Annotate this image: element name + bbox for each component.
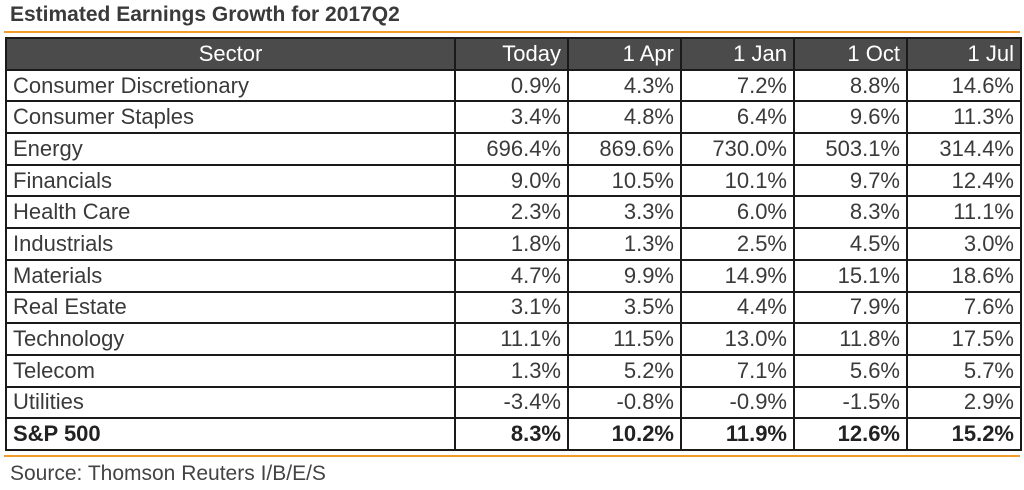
table-row-total: S&P 500 8.3% 10.2% 11.9% 12.6% 15.2% <box>5 417 1022 451</box>
growth-value-cell: 12.6% <box>793 417 908 451</box>
sector-name-cell: Health Care <box>5 195 456 230</box>
table-row: Energy 696.4% 869.6% 730.0% 503.1% 314.4% <box>5 132 1022 166</box>
growth-value-cell: 11.5% <box>567 322 682 356</box>
footer-divider <box>4 455 1020 457</box>
growth-value-cell: 2.3% <box>454 195 569 230</box>
growth-value-cell: 6.4% <box>680 100 795 135</box>
earnings-growth-table: Sector Today 1 Apr 1 Jan 1 Oct 1 Jul Con… <box>5 37 1022 451</box>
growth-value-cell: 9.7% <box>793 163 908 198</box>
growth-value-cell: 14.6% <box>906 68 1022 103</box>
sector-name-cell: Energy <box>5 132 456 166</box>
table-row: Technology 11.1% 11.5% 13.0% 11.8% 17.5% <box>5 322 1022 356</box>
table-row: Financials 9.0% 10.5% 10.1% 9.7% 12.4% <box>5 163 1022 198</box>
growth-value-cell: 9.0% <box>454 163 569 198</box>
growth-value-cell: 11.1% <box>454 322 569 356</box>
growth-value-cell: 314.4% <box>906 132 1022 166</box>
growth-value-cell: 1.3% <box>454 353 569 388</box>
table-row: Industrials 1.8% 1.3% 2.5% 4.5% 3.0% <box>5 227 1022 261</box>
growth-value-cell: 4.7% <box>454 258 569 293</box>
growth-value-cell: 5.2% <box>567 353 682 388</box>
table-row: Consumer Discretionary 0.9% 4.3% 7.2% 8.8% 14… <box>5 68 1022 103</box>
growth-value-cell: 14.9% <box>680 258 795 293</box>
growth-value-cell: 730.0% <box>680 132 795 166</box>
sector-name-cell: Materials <box>5 258 456 293</box>
table-row: Telecom 1.3% 5.2% 7.1% 5.6% 5.7% <box>5 353 1022 388</box>
growth-value-cell: 869.6% <box>567 132 682 166</box>
growth-value-cell: 10.2% <box>567 417 682 451</box>
table-row: Materials 4.7% 9.9% 14.9% 15.1% 18.6% <box>5 258 1022 293</box>
source-note: Source: Thomson Reuters I/B/E/S <box>10 462 326 485</box>
growth-value-cell: 15.2% <box>906 417 1022 451</box>
growth-value-cell: 11.1% <box>906 195 1022 230</box>
growth-value-cell: 2.5% <box>680 227 795 261</box>
sector-name-cell: Financials <box>5 163 456 198</box>
sector-name-cell: Consumer Staples <box>5 100 456 135</box>
growth-value-cell: 1.3% <box>567 227 682 261</box>
title-divider <box>4 31 1020 33</box>
sector-name-cell: Telecom <box>5 353 456 388</box>
growth-value-cell: -3.4% <box>454 385 569 420</box>
growth-value-cell: 8.3% <box>793 195 908 230</box>
growth-value-cell: 7.1% <box>680 353 795 388</box>
growth-value-cell: 3.1% <box>454 290 569 325</box>
page-title: Estimated Earnings Growth for 2017Q2 <box>10 3 400 26</box>
table-row: Real Estate 3.1% 3.5% 4.4% 7.9% 7.6% <box>5 290 1022 325</box>
sector-name-cell: Technology <box>5 322 456 356</box>
growth-value-cell: 1.8% <box>454 227 569 261</box>
table-row: Utilities -3.4% -0.8% -0.9% -1.5% 2.9% <box>5 385 1022 420</box>
growth-value-cell: 9.6% <box>793 100 908 135</box>
growth-value-cell: -0.8% <box>567 385 682 420</box>
growth-value-cell: 15.1% <box>793 258 908 293</box>
sector-name-cell: S&P 500 <box>5 417 456 451</box>
growth-value-cell: 13.0% <box>680 322 795 356</box>
column-header-1-jul: 1 Jul <box>906 37 1022 71</box>
growth-value-cell: 10.1% <box>680 163 795 198</box>
growth-value-cell: 18.6% <box>906 258 1022 293</box>
column-header-1-jan: 1 Jan <box>680 37 795 71</box>
growth-value-cell: 7.9% <box>793 290 908 325</box>
growth-value-cell: 2.9% <box>906 385 1022 420</box>
growth-value-cell: 4.8% <box>567 100 682 135</box>
growth-value-cell: 3.5% <box>567 290 682 325</box>
column-header-1-apr: 1 Apr <box>567 37 682 71</box>
sector-name-cell: Utilities <box>5 385 456 420</box>
growth-value-cell: 7.2% <box>680 68 795 103</box>
growth-value-cell: 7.6% <box>906 290 1022 325</box>
growth-value-cell: 0.9% <box>454 68 569 103</box>
growth-value-cell: 3.3% <box>567 195 682 230</box>
growth-value-cell: 5.7% <box>906 353 1022 388</box>
table-row: Health Care 2.3% 3.3% 6.0% 8.3% 11.1% <box>5 195 1022 230</box>
growth-value-cell: 17.5% <box>906 322 1022 356</box>
growth-value-cell: 3.0% <box>906 227 1022 261</box>
growth-value-cell: -1.5% <box>793 385 908 420</box>
growth-value-cell: 8.3% <box>454 417 569 451</box>
column-header-sector: Sector <box>5 37 456 71</box>
growth-value-cell: 3.4% <box>454 100 569 135</box>
growth-value-cell: 12.4% <box>906 163 1022 198</box>
column-header-today: Today <box>454 37 569 71</box>
growth-value-cell: 5.6% <box>793 353 908 388</box>
growth-value-cell: 503.1% <box>793 132 908 166</box>
column-header-1-oct: 1 Oct <box>793 37 908 71</box>
growth-value-cell: 11.8% <box>793 322 908 356</box>
sector-name-cell: Industrials <box>5 227 456 261</box>
growth-value-cell: 4.5% <box>793 227 908 261</box>
growth-value-cell: 6.0% <box>680 195 795 230</box>
growth-value-cell: 4.3% <box>567 68 682 103</box>
growth-value-cell: 11.3% <box>906 100 1022 135</box>
table-header-row: Sector Today 1 Apr 1 Jan 1 Oct 1 Jul <box>5 37 1022 71</box>
sector-name-cell: Real Estate <box>5 290 456 325</box>
growth-value-cell: 11.9% <box>680 417 795 451</box>
growth-value-cell: 10.5% <box>567 163 682 198</box>
growth-value-cell: 696.4% <box>454 132 569 166</box>
table-row: Consumer Staples 3.4% 4.8% 6.4% 9.6% 11.3% <box>5 100 1022 135</box>
growth-value-cell: 8.8% <box>793 68 908 103</box>
growth-value-cell: 4.4% <box>680 290 795 325</box>
sector-name-cell: Consumer Discretionary <box>5 68 456 103</box>
growth-value-cell: -0.9% <box>680 385 795 420</box>
growth-value-cell: 9.9% <box>567 258 682 293</box>
